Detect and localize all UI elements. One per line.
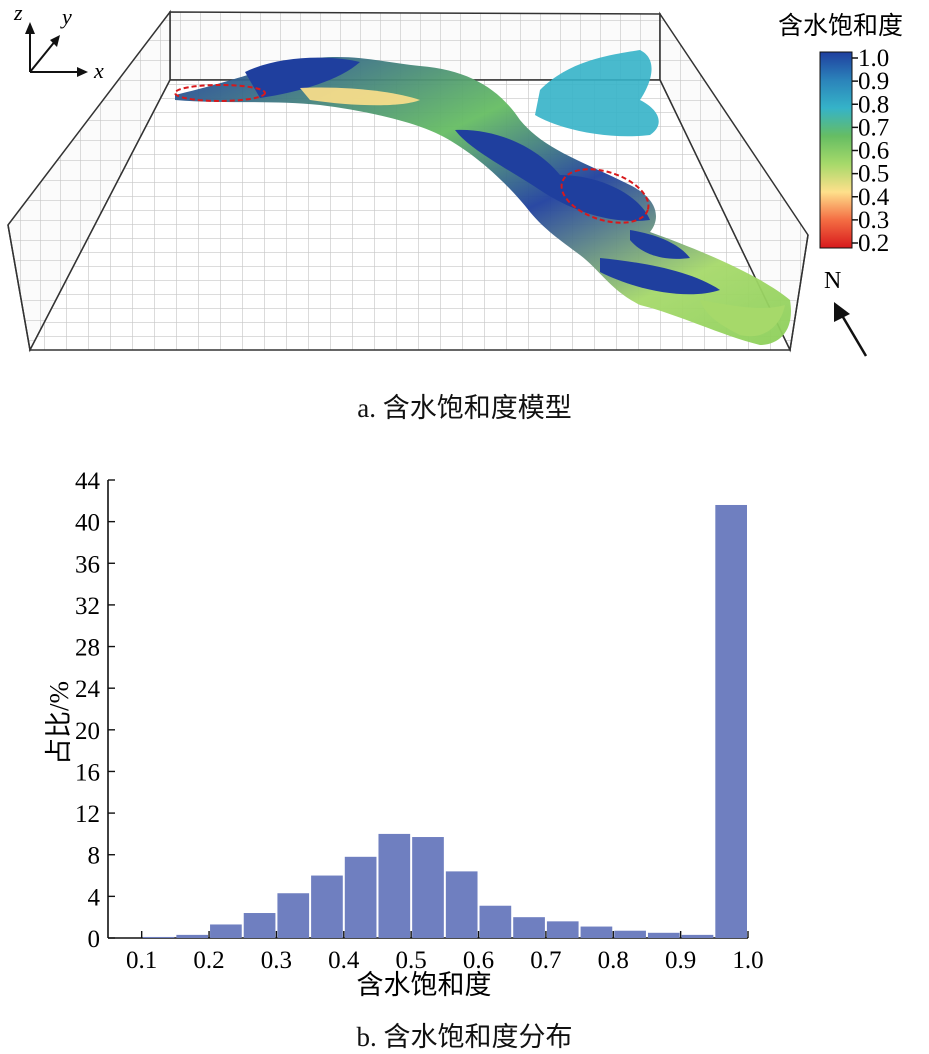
saturation-model-figure: z y x N 含水饱和度 1.00.90.80.70.60.50.40.30.… (7, 0, 903, 357)
histogram-chart: 0 4 8 12 16 20 24 28 32 36 40 44 0.1 0.2 0.3 0.4 0.5 0.6 0… (44, 468, 764, 1000)
colorbar-tick-label: 0.8 (858, 91, 889, 118)
north-arrow: N (824, 268, 868, 357)
y-tick-label: 24 (75, 676, 101, 703)
x-tick-label: 0.9 (665, 947, 696, 974)
histogram-bar (580, 926, 613, 938)
caption-panel-a: a. 含水饱和度模型 (357, 393, 572, 423)
colorbar-tick-label: 0.4 (858, 184, 890, 211)
y-tick-label: 20 (75, 718, 100, 745)
histogram-bar (210, 924, 242, 938)
colorbar-title: 含水饱和度 (778, 12, 903, 40)
colorbar-tick-label: 0.9 (858, 68, 889, 95)
colorbar: 含水饱和度 1.00.90.80.70.60.50.40.30.2 (778, 12, 903, 257)
y-tick-label: 44 (75, 468, 101, 495)
histogram-bar (513, 917, 545, 938)
x-tick-label: 0.1 (126, 947, 157, 974)
panel-saturation-distribution: 0 4 8 12 16 20 24 28 32 36 40 44 0.1 0.2 0.3 0.4 0.5 0.6 0… (0, 440, 929, 1053)
histogram-bar (546, 921, 579, 938)
panel-saturation-model: z y x N 含水饱和度 1.0 0.9 0.8 0.7 0.6 0.5 0.4 0.3 0.… (0, 0, 929, 440)
y-axis-label: 占比/% (44, 681, 74, 765)
colorbar-tick-label: 1.0 (858, 45, 889, 72)
y-tick-label: 16 (75, 759, 100, 786)
y-tick-label: 0 (88, 926, 101, 953)
histogram-bar (176, 934, 209, 938)
colorbar-tick-label: 0.7 (858, 114, 889, 141)
colorbar-tick-label: 0.5 (858, 161, 889, 188)
histogram-bar (311, 875, 343, 938)
y-tick-label: 36 (75, 551, 100, 578)
axis-label-z: z (13, 0, 23, 25)
x-tick-label: 0.3 (261, 947, 292, 974)
y-tick-label: 40 (75, 510, 100, 537)
histogram-bar (378, 833, 411, 938)
histogram-bar (344, 856, 377, 938)
histogram-bar (243, 913, 276, 938)
colorbar-gradient (819, 51, 853, 249)
y-tick-label: 12 (75, 801, 100, 828)
caption-panel-b: b. 含水饱和度分布 (356, 1022, 573, 1052)
y-tick-label: 8 (88, 843, 101, 870)
histogram-bar (479, 905, 512, 938)
x-tick-label: 0.2 (193, 947, 224, 974)
chart-bars (142, 504, 747, 938)
x-tick-label: 0.4 (328, 947, 360, 974)
axis-label-y: y (60, 4, 72, 29)
histogram-bar (277, 893, 310, 938)
histogram-bar (142, 936, 175, 938)
histogram-bar (445, 871, 478, 938)
north-label: N (824, 268, 841, 294)
histogram-bar (681, 934, 714, 938)
x-tick-label: 0.8 (598, 947, 629, 974)
x-tick-label: 0.7 (530, 947, 561, 974)
x-tick-label: 0.6 (463, 947, 494, 974)
colorbar-tick-label: 0.2 (858, 230, 889, 257)
chart-ticks: 0 4 8 12 16 20 24 28 32 36 40 44 0.1 0.2 0.3 0.4 0.5 0.6 0… (75, 468, 764, 974)
histogram-bar (412, 837, 444, 938)
histogram-bar (647, 932, 680, 938)
y-tick-label: 28 (75, 635, 100, 662)
reservoir-body (174, 50, 791, 345)
y-tick-label: 32 (75, 593, 100, 620)
x-axis-label: 含水饱和度 (357, 970, 492, 1000)
x-tick-label: 0.5 (396, 947, 427, 974)
y-tick-label: 4 (88, 884, 101, 911)
histogram-bar (715, 504, 747, 938)
axis-label-x: x (93, 58, 104, 83)
x-tick-label: 1.0 (732, 947, 763, 974)
axis-triad: z y x (13, 0, 104, 83)
histogram-bar (614, 930, 646, 938)
colorbar-tick-label: 0.3 (858, 207, 889, 234)
colorbar-tick-label: 0.6 (858, 138, 889, 165)
